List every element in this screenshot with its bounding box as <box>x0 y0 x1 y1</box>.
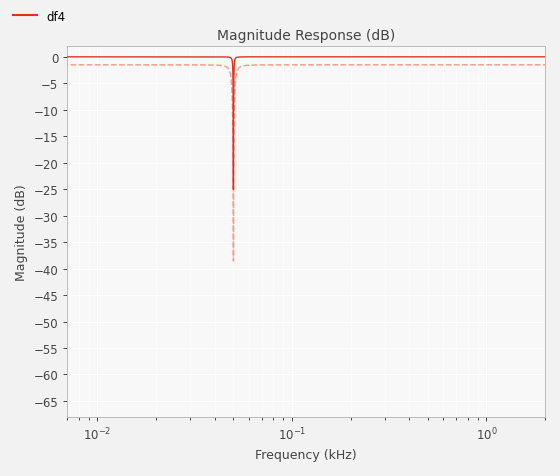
Y-axis label: Magnitude (dB): Magnitude (dB) <box>15 184 28 280</box>
Title: Magnitude Response (dB): Magnitude Response (dB) <box>217 29 395 43</box>
X-axis label: Frequency (kHz): Frequency (kHz) <box>255 448 357 461</box>
Legend: df4: df4 <box>9 6 71 28</box>
